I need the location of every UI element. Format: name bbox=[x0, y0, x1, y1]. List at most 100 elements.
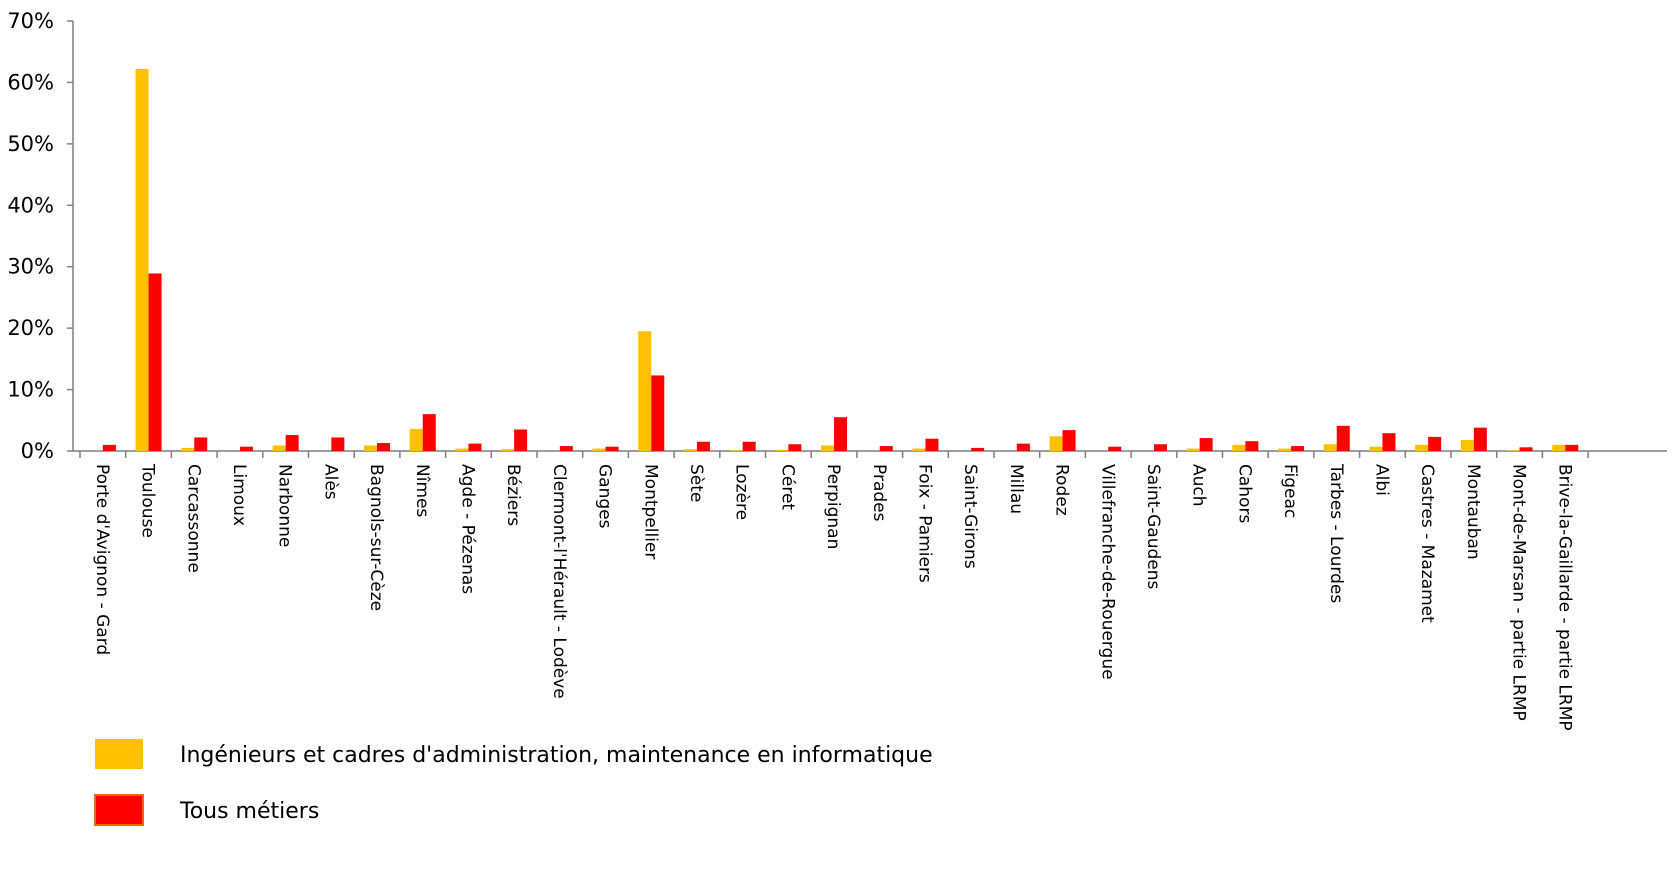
bar-ingenieurs bbox=[1049, 436, 1063, 451]
bar-tous-metiers bbox=[331, 437, 345, 451]
x-tick-label: Castres - Mazamet bbox=[1417, 464, 1437, 623]
x-tick-label: Toulouse bbox=[138, 463, 158, 538]
bar-ingenieurs bbox=[1232, 444, 1246, 451]
bar-tous-metiers bbox=[102, 444, 116, 451]
bar-tous-metiers bbox=[1016, 443, 1030, 451]
bar-ingenieurs bbox=[181, 447, 195, 451]
bar-ingenieurs bbox=[729, 450, 743, 451]
bar-ingenieurs bbox=[821, 445, 835, 451]
x-tick-label: Tarbes - Lourdes bbox=[1326, 463, 1346, 603]
y-tick-label: 40% bbox=[7, 193, 54, 217]
bar-ingenieurs bbox=[135, 68, 149, 452]
x-tick-label: Clermont-l'Hérault - Lodève bbox=[549, 464, 569, 699]
bar-tous-metiers bbox=[1336, 425, 1350, 451]
x-tick-label: Mont-de-Marsan - partie LRMP bbox=[1509, 464, 1529, 721]
x-tick-label: Ganges bbox=[595, 464, 615, 529]
bar-tous-metiers bbox=[1519, 447, 1533, 451]
bar-ingenieurs bbox=[1186, 448, 1200, 451]
bar-tous-metiers bbox=[559, 446, 573, 451]
bar-tous-metiers bbox=[1108, 446, 1122, 451]
x-tick-label: Albi bbox=[1371, 464, 1391, 496]
bars bbox=[102, 68, 1579, 452]
x-axis: Porte d'Avignon - Gard Toulouse Carcassonn… bbox=[73, 450, 1667, 731]
legend-swatch bbox=[94, 794, 144, 826]
x-tick-label: Limoux bbox=[229, 464, 249, 526]
x-tick-label: Saint-Girons bbox=[960, 464, 980, 569]
x-tick-label: Porte d'Avignon - Gard bbox=[92, 464, 112, 655]
bar-tous-metiers bbox=[148, 273, 162, 451]
x-tick-label: Narbonne bbox=[275, 464, 295, 547]
y-tick-label: 0% bbox=[21, 439, 54, 463]
bar-ingenieurs bbox=[272, 445, 286, 451]
x-tick-label: Rodez bbox=[1052, 464, 1072, 516]
legend-label: Ingénieurs et cadres d'administration, m… bbox=[180, 743, 933, 768]
x-tick-label: Figeac bbox=[1280, 464, 1300, 518]
bar-tous-metiers bbox=[377, 443, 391, 451]
bar-tous-metiers bbox=[696, 441, 710, 451]
x-tick-label: Nîmes bbox=[412, 464, 432, 517]
y-tick-label: 20% bbox=[7, 316, 54, 340]
bar-ingenieurs bbox=[638, 331, 652, 451]
bar-tous-metiers bbox=[239, 446, 253, 451]
legend: Ingénieurs et cadres d'administration, m… bbox=[94, 739, 933, 826]
bar-ingenieurs bbox=[455, 448, 469, 451]
x-tick-label: Béziers bbox=[503, 464, 523, 526]
x-tick-label: Céret bbox=[777, 464, 797, 510]
bar-ingenieurs bbox=[1552, 444, 1566, 451]
x-tick-label: Villefranche-de-Rouergue bbox=[1097, 464, 1117, 680]
bar-tous-metiers bbox=[925, 438, 939, 451]
x-tick-label: Carcassonne bbox=[183, 464, 203, 573]
bar-tous-metiers bbox=[1291, 446, 1305, 451]
x-tick-label: Agde - Pézenas bbox=[457, 464, 477, 594]
bar-ingenieurs bbox=[364, 445, 378, 451]
bar-ingenieurs bbox=[683, 449, 697, 451]
bar-tous-metiers bbox=[194, 437, 208, 451]
x-tick-label: Montpellier bbox=[640, 464, 660, 559]
x-tick-label: Alès bbox=[320, 464, 340, 500]
bar-ingenieurs bbox=[1323, 444, 1337, 451]
x-tick-label: Foix - Pamiers bbox=[914, 464, 934, 583]
x-tick-label: Saint-Gaudens bbox=[1143, 464, 1163, 590]
bar-tous-metiers bbox=[1428, 436, 1442, 451]
x-tick-label: Lozère bbox=[732, 464, 752, 520]
x-tick-label: Montauban bbox=[1463, 464, 1483, 560]
bar-ingenieurs bbox=[409, 428, 423, 451]
bar-ingenieurs bbox=[1369, 446, 1383, 451]
x-tick-label: Prades bbox=[869, 464, 889, 522]
bar-tous-metiers bbox=[1473, 427, 1487, 451]
y-tick-label: 70% bbox=[7, 9, 54, 33]
bar-tous-metiers bbox=[1062, 430, 1076, 451]
x-tick-label: Cahors bbox=[1234, 464, 1254, 523]
bar-ingenieurs bbox=[592, 448, 606, 451]
bar-ingenieurs bbox=[1278, 448, 1292, 451]
bar-tous-metiers bbox=[514, 429, 528, 451]
bar-tous-metiers bbox=[834, 417, 848, 451]
bar-tous-metiers bbox=[788, 444, 802, 451]
y-tick-label: 10% bbox=[7, 378, 54, 402]
bar-tous-metiers bbox=[971, 447, 985, 451]
y-tick-label: 50% bbox=[7, 132, 54, 156]
bar-tous-metiers bbox=[742, 441, 756, 451]
x-tick-label: Sète bbox=[686, 464, 706, 502]
bar-tous-metiers bbox=[605, 446, 619, 451]
x-tick-label: Brive-la-Gaillarde - partie LRMP bbox=[1554, 464, 1574, 731]
bar-ingenieurs bbox=[912, 448, 926, 451]
x-tick-label: Millau bbox=[1006, 464, 1026, 514]
bar-tous-metiers bbox=[1565, 444, 1579, 451]
bar-tous-metiers bbox=[285, 435, 299, 451]
bar-tous-metiers bbox=[468, 443, 482, 451]
bar-tous-metiers bbox=[1382, 433, 1396, 451]
y-tick-label: 60% bbox=[7, 70, 54, 94]
bar-ingenieurs bbox=[501, 449, 515, 451]
y-tick-label: 30% bbox=[7, 255, 54, 279]
bar-ingenieurs bbox=[775, 449, 789, 451]
legend-label: Tous métiers bbox=[179, 799, 319, 824]
bar-ingenieurs bbox=[1506, 450, 1520, 451]
bar-ingenieurs bbox=[1460, 439, 1474, 451]
bar-tous-metiers bbox=[1199, 438, 1213, 451]
bar-tous-metiers bbox=[1245, 441, 1259, 451]
legend-swatch bbox=[95, 739, 143, 769]
bar-tous-metiers bbox=[879, 446, 893, 451]
